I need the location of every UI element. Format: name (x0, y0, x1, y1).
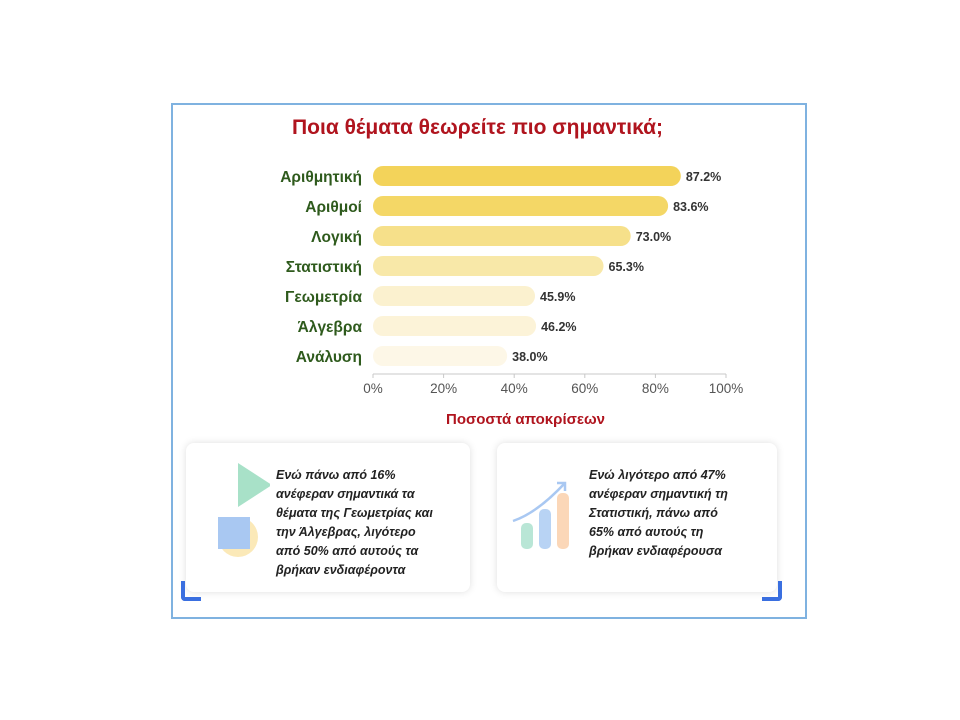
bar (373, 316, 537, 336)
category-label: Λογική (311, 229, 362, 246)
insight-text: Ενώ πάνω από 16% ανέφεραν σημαντικά τα θ… (276, 468, 433, 577)
x-tick-label: 100% (709, 381, 744, 396)
value-label: 45.9% (540, 290, 575, 304)
bar (373, 346, 508, 366)
value-label: 83.6% (673, 200, 708, 214)
category-label: Στατιστική (286, 259, 362, 276)
x-axis: 0% 20% 40% 60% 80% 100% (363, 373, 744, 396)
x-tick-label: 80% (642, 381, 669, 396)
insight-card-geometry-algebra: Ενώ πάνω από 16% ανέφεραν σημαντικά τα θ… (186, 443, 470, 592)
x-tick-label: 20% (430, 381, 457, 396)
bar (373, 166, 681, 186)
x-tick-label: 0% (363, 381, 383, 396)
category-labels: Αριθμητική Αριθμοί Λογική Στατιστική Γεωμετρ… (280, 169, 362, 366)
category-label: Άλγεβρα (298, 319, 363, 336)
shapes-icon (218, 463, 270, 557)
x-tick-label: 60% (571, 381, 598, 396)
insight-card-statistics: Ενώ λιγότερο από 47% ανέφεραν σημαντική … (497, 443, 777, 592)
insight-text: Ενώ λιγότερο από 47% ανέφεραν σημαντική … (589, 468, 728, 558)
category-label: Αριθμοί (305, 199, 362, 216)
value-label: 87.2% (686, 170, 721, 184)
growth-chart-icon (512, 481, 569, 549)
x-tick-label: 40% (501, 381, 528, 396)
category-label: Αριθμητική (280, 169, 362, 186)
corner-accent-right (762, 581, 782, 601)
value-labels: 87.2% 83.6% 73.0% 65.3% 45.9% 46.2% 38.0% (512, 170, 721, 364)
value-label: 46.2% (541, 320, 576, 334)
bar (373, 196, 669, 216)
chart-title: Ποια θέματα θεωρείτε πιο σημαντικά; (292, 116, 664, 139)
value-label: 65.3% (609, 260, 644, 274)
bars (373, 166, 681, 366)
bar (373, 226, 631, 246)
value-label: 73.0% (636, 230, 671, 244)
category-label: Ανάλυση (296, 349, 362, 366)
bar (373, 256, 604, 276)
value-label: 38.0% (512, 350, 547, 364)
bar (373, 286, 536, 306)
corner-accent-left (181, 581, 201, 601)
category-label: Γεωμετρία (285, 289, 362, 306)
x-axis-title: Ποσοστά αποκρίσεων (446, 411, 606, 428)
